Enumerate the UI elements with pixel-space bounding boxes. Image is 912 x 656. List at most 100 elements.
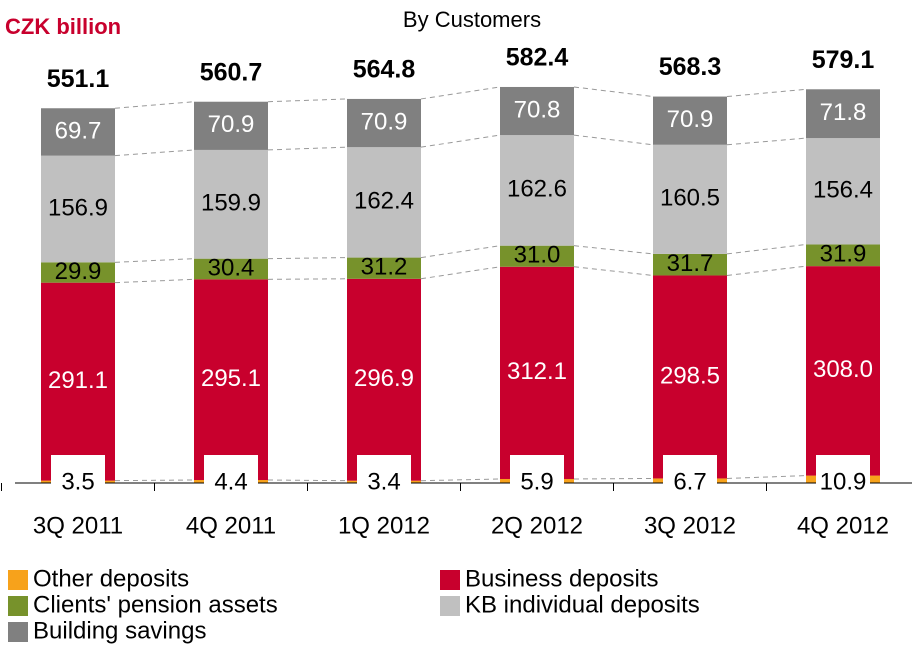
value-label: 71.8 xyxy=(820,99,867,126)
legend-label: Other deposits xyxy=(33,565,189,592)
legend-label: Clients' pension assets xyxy=(33,591,278,618)
connector xyxy=(114,101,195,109)
connector xyxy=(420,478,501,482)
bar-segment xyxy=(806,89,880,139)
connector xyxy=(573,477,654,480)
bar-segment xyxy=(347,278,421,481)
legend-label: Business deposits xyxy=(465,565,658,592)
bar-segment xyxy=(347,147,421,258)
label-box xyxy=(663,455,717,495)
connector xyxy=(726,475,807,479)
value-label: 31.2 xyxy=(361,254,408,281)
bar-segment xyxy=(194,101,268,150)
legend-swatch xyxy=(8,622,28,642)
bar-segment xyxy=(194,258,268,280)
connector xyxy=(573,86,654,98)
value-label: 3.5 xyxy=(61,468,94,495)
value-label: 296.9 xyxy=(354,365,414,392)
bar-segment xyxy=(653,144,727,254)
value-label: 160.5 xyxy=(660,185,720,212)
connector xyxy=(726,88,807,98)
connector xyxy=(420,245,501,259)
bar-segment xyxy=(41,262,115,283)
x-tick-label: 3Q 2012 xyxy=(644,512,736,539)
connector xyxy=(420,134,501,148)
value-label: 70.9 xyxy=(208,111,255,138)
unit-label: CZK billion xyxy=(5,14,121,39)
value-label: 298.5 xyxy=(660,362,720,389)
connector xyxy=(267,98,348,103)
label-box xyxy=(510,455,564,495)
bar-segment xyxy=(41,282,115,481)
bar-segment xyxy=(194,149,268,259)
bar-segment xyxy=(500,135,574,246)
value-label: 70.8 xyxy=(514,96,561,123)
bar-segment xyxy=(500,245,574,267)
bar-segment xyxy=(500,266,574,479)
connector xyxy=(420,86,501,100)
total-label: 568.3 xyxy=(659,53,722,81)
label-box xyxy=(204,455,258,495)
label-box xyxy=(816,455,870,495)
connector xyxy=(114,258,195,263)
connector xyxy=(267,257,348,260)
value-label: 156.9 xyxy=(48,194,108,221)
connector xyxy=(573,134,654,146)
value-label: 156.4 xyxy=(813,177,873,204)
connector xyxy=(726,243,807,255)
bar-segment xyxy=(806,138,880,245)
legend-swatch xyxy=(440,570,460,590)
connector xyxy=(726,137,807,146)
value-label: 70.9 xyxy=(667,106,714,133)
value-label: 31.0 xyxy=(514,242,561,269)
x-tick-label: 4Q 2012 xyxy=(797,512,889,539)
total-label: 551.1 xyxy=(47,65,110,93)
legend-label: KB individual deposits xyxy=(465,591,700,618)
x-tick-label: 2Q 2012 xyxy=(491,512,583,539)
chart-title: By Customers xyxy=(403,7,541,32)
legend-swatch xyxy=(8,596,28,616)
bar-segment xyxy=(347,257,421,279)
value-label: 6.7 xyxy=(673,468,706,495)
connector xyxy=(573,266,654,276)
bar-segment xyxy=(347,98,421,148)
bar-segment xyxy=(41,155,115,263)
legend-label: Building savings xyxy=(33,617,206,644)
total-label: 560.7 xyxy=(200,58,263,86)
label-box xyxy=(357,455,411,495)
legend-swatch xyxy=(440,596,460,616)
connector xyxy=(114,278,195,284)
value-label: 312.1 xyxy=(507,358,567,385)
connector xyxy=(573,245,654,255)
value-label: 10.9 xyxy=(820,468,867,495)
value-label: 30.4 xyxy=(208,254,255,281)
value-label: 70.9 xyxy=(361,108,408,135)
value-label: 5.9 xyxy=(520,468,553,495)
x-tick-label: 3Q 2011 xyxy=(33,512,123,539)
total-label: 579.1 xyxy=(812,46,875,74)
bar-segment xyxy=(41,108,115,156)
legend-swatch xyxy=(8,570,28,590)
connector xyxy=(267,278,348,280)
bar-segment xyxy=(500,86,574,136)
total-label: 564.8 xyxy=(353,56,416,84)
value-label: 162.4 xyxy=(354,188,414,215)
bar-segment xyxy=(653,275,727,479)
bar-segment xyxy=(653,253,727,276)
value-label: 162.6 xyxy=(507,176,567,203)
connector xyxy=(726,265,807,276)
value-label: 291.1 xyxy=(48,367,108,394)
connector xyxy=(114,149,195,157)
connector xyxy=(267,146,348,151)
value-label: 31.9 xyxy=(820,241,867,268)
x-tick-label: 1Q 2012 xyxy=(338,512,430,539)
label-box xyxy=(51,455,105,495)
connector xyxy=(267,479,348,482)
bar-segment xyxy=(194,279,268,481)
bar-segment xyxy=(653,96,727,145)
value-label: 29.9 xyxy=(55,258,102,285)
value-label: 31.7 xyxy=(667,250,714,277)
value-label: 159.9 xyxy=(201,190,261,217)
value-label: 3.4 xyxy=(367,468,400,495)
value-label: 4.4 xyxy=(214,468,247,495)
